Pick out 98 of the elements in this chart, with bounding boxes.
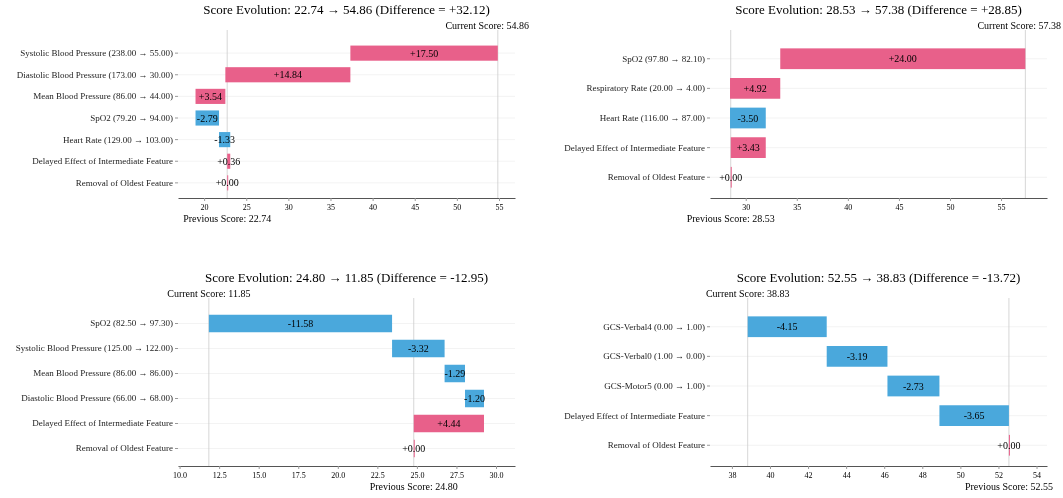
x-tick-label: 52 [994,470,1003,480]
data-label: +3.54 [198,90,223,102]
data-label: -1.29 [444,368,466,379]
x-tick-label: 30.0 [489,470,504,480]
y-tick-label: Removal of Oldest Feature [75,177,173,188]
x-tick-label: 15.0 [252,470,267,480]
ref-line-label: Previous Score: 28.53 [686,213,775,224]
bar [939,405,1009,426]
y-tick-label: Delayed Effect of Intermediate Feature [32,418,173,429]
y-tick-label: GCS-Verbal0 (1.00 → 0.00) [603,351,705,362]
y-tick-label: Respiratory Rate (20.00 → 4.00) [586,83,705,94]
y-tick-label: SpO2 (82.50 → 97.30) [90,318,173,329]
bar [887,375,940,397]
data-label: -11.58 [287,318,314,329]
ref-line-label: Current Score: 54.86 [445,20,529,31]
y-tick-label: Heart Rate (116.00 → 87.00) [599,112,705,123]
y-tick-label: Diastolic Blood Pressure (173.00 → 30.00) [16,69,173,80]
x-tick-label: 50 [946,202,955,212]
x-tick-label: 40 [766,470,775,480]
bar [780,48,1026,70]
y-tick-label: Removal of Oldest Feature [607,172,705,183]
bar [413,414,484,433]
y-tick-label: Removal of Oldest Feature [607,440,705,451]
x-tick-label: 40 [369,202,378,212]
ref-line-label: Previous Score: 24.80 [369,481,458,492]
x-tick-label: 38 [728,470,737,480]
bar [392,339,445,358]
y-tick-label: Systolic Blood Pressure (125.00 → 122.00) [15,343,173,354]
y-tick-label: SpO2 (79.20 → 94.00) [90,112,173,123]
x-tick-label: 40 [844,202,853,212]
y-tick-label: SpO2 (97.80 → 82.10) [622,53,705,64]
ref-line-label: Current Score: 11.85 [167,288,251,299]
x-tick-label: 30 [284,202,293,212]
bar [208,314,393,333]
data-label: +4.44 [437,418,461,429]
bar [730,137,766,158]
x-tick-label: 22.5 [370,470,385,480]
chart-title: Score Evolution: 28.53 → 57.38 (Difference = +28.85) [735,2,1022,17]
y-tick-label: Heart Rate (129.00 → 103.00) [63,134,173,145]
data-label: -3.50 [737,112,759,124]
data-label: +0.00 [215,177,239,189]
data-label: +14.84 [273,69,302,81]
x-tick-label: 17.5 [291,470,306,480]
chart-title: Score Evolution: 52.55 → 38.83 (Difference = -13.72) [736,270,1021,285]
x-tick-label: 54 [1033,470,1042,480]
ref-line-label: Current Score: 38.83 [705,288,790,299]
y-tick-label: Delayed Effect of Intermediate Feature [32,156,173,167]
x-tick-label: 48 [918,470,927,480]
data-label: +0.00 [402,443,426,454]
chart-title: Score Evolution: 22.74 → 54.86 (Difference = +32.12) [203,2,490,17]
x-tick-label: 42 [804,470,813,480]
y-tick-label: GCS-Motor5 (0.00 → 1.00) [604,380,705,391]
y-tick-label: Mean Blood Pressure (86.00 → 44.00) [33,91,173,102]
data-label: -4.15 [776,321,798,333]
ref-line-label: Previous Score: 22.74 [183,213,272,224]
ref-line-label: Previous Score: 52.55 [964,481,1053,492]
x-tick-label: 35 [326,202,335,212]
data-label: -3.65 [963,410,985,422]
x-tick-label: 10.0 [173,470,188,480]
x-tick-label: 30 [742,202,751,212]
x-tick-label: 20 [200,202,209,212]
x-tick-label: 46 [880,470,889,480]
chart-title: Score Evolution: 24.80 → 11.85 (Difference = -12.95) [204,270,489,285]
x-tick-label: 50 [453,202,462,212]
y-tick-label: Delayed Effect of Intermediate Feature [564,142,705,153]
y-tick-label: Removal of Oldest Feature [75,443,173,454]
x-tick-label: 20.0 [331,470,346,480]
data-label: +24.00 [888,53,917,65]
y-tick-label: Delayed Effect of Intermediate Feature [564,410,705,421]
x-tick-label: 44 [842,470,851,480]
data-label: +17.50 [410,47,439,59]
x-tick-label: 55 [997,202,1006,212]
x-tick-label: 45 [411,202,420,212]
x-tick-label: 27.5 [449,470,464,480]
bar [826,346,888,367]
x-tick-label: 12.5 [212,470,227,480]
x-tick-label: 55 [495,202,504,212]
data-label: +4.92 [743,82,767,94]
y-tick-label: Mean Blood Pressure (86.00 → 86.00) [33,368,173,379]
data-label: -3.32 [407,343,429,354]
bar [350,45,498,61]
bar [730,78,781,99]
data-label: -3.19 [846,350,868,362]
x-tick-label: 50 [956,470,965,480]
y-tick-label: Systolic Blood Pressure (238.00 → 55.00) [20,48,173,59]
x-tick-label: 45 [895,202,904,212]
x-tick-label: 25.0 [410,470,425,480]
y-tick-label: Diastolic Blood Pressure (66.00 → 68.00) [21,393,173,404]
data-label: -2.79 [196,112,218,124]
bar [747,316,827,338]
bar [225,67,351,83]
x-tick-label: 35 [793,202,802,212]
x-tick-label: 25 [242,202,251,212]
y-tick-label: GCS-Verbal4 (0.00 → 1.00) [603,321,705,332]
data-label: +3.43 [736,142,760,154]
ref-line-label: Current Score: 57.38 [977,20,1061,31]
data-label: -2.73 [903,380,924,392]
data-label: +0.00 [719,171,743,183]
